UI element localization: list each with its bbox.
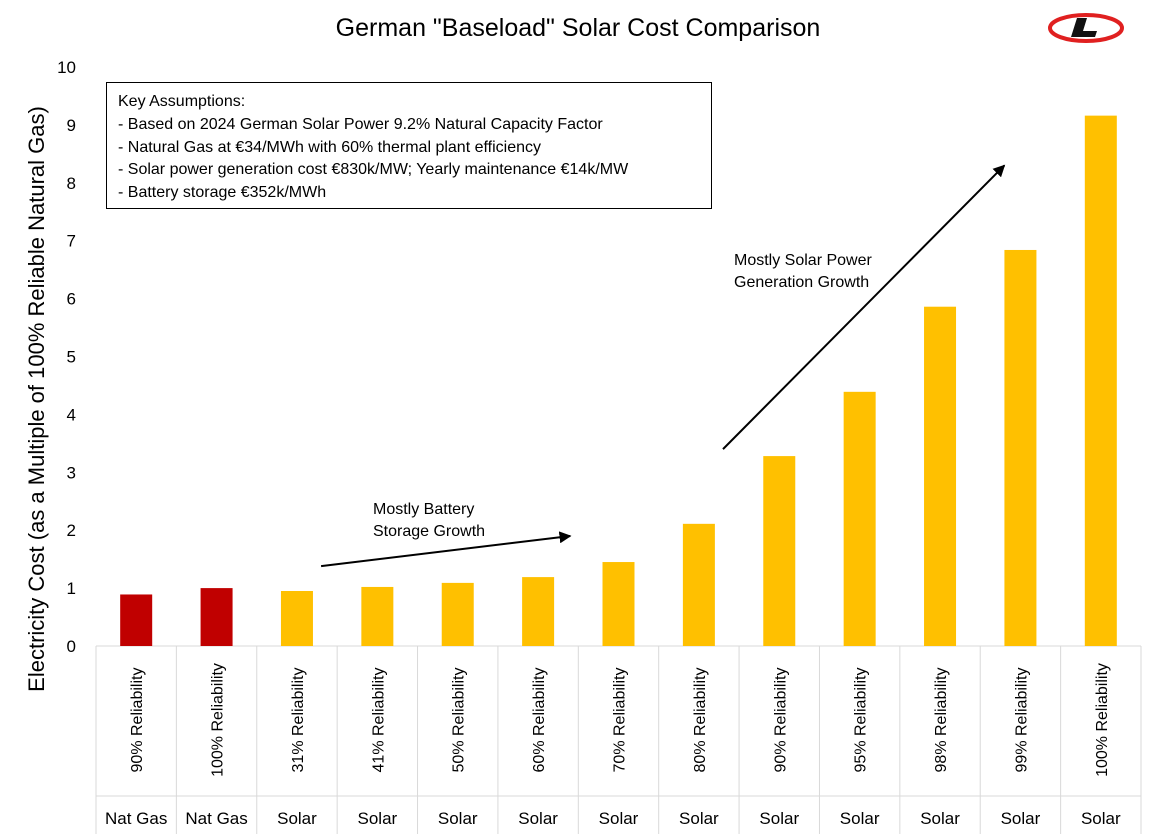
x-tick-reliability-label: 60% Reliability [531,668,548,773]
x-tick-source-label: Solar [358,809,398,828]
annotation-text: Mostly Battery [373,501,474,518]
y-tick-label: 5 [67,348,76,367]
x-tick-source-label: Solar [920,809,960,828]
bar [1084,115,1117,647]
bar [1004,249,1037,647]
x-tick-source-label: Solar [518,809,558,828]
x-axis-labels: 90% Reliability Nat Gas 100% Reliability Na… [105,663,1121,828]
assumptions-heading: Key Assumptions: [118,93,246,110]
bar [441,582,474,646]
x-tick-reliability-label: 98% Reliability [933,668,950,773]
x-tick-reliability-label: 95% Reliability [853,668,870,773]
y-tick-label: 10 [57,58,76,77]
y-tick-label: 6 [67,290,76,309]
x-tick-reliability-label: 90% Reliability [129,668,146,773]
y-tick-label: 7 [67,232,76,251]
bar [120,594,153,646]
bars [120,115,1117,647]
x-tick-reliability-label: 90% Reliability [772,668,789,773]
x-tick-source-label: Solar [1001,809,1041,828]
bar [361,586,394,646]
chart-title: German "Baseload" Solar Cost Comparison [336,14,821,42]
x-tick-source-label: Solar [1081,809,1121,828]
y-tick-label: 3 [67,463,76,482]
assumption-item: - Battery storage €352k/MWh [118,184,327,202]
annotations: Mostly Battery Storage Growth Mostly Solar… [320,164,1006,568]
bar [522,577,555,646]
x-tick-reliability-label: 70% Reliability [612,668,629,773]
annotation-text: Mostly Solar Power [734,252,872,269]
x-tick-source-label: Nat Gas [185,809,247,828]
x-tick-source-label: Solar [599,809,639,828]
x-tick-source-label: Solar [840,809,880,828]
y-tick-label: 2 [67,521,76,540]
x-tick-source-label: Solar [277,809,317,828]
y-axis-ticks: 0 1 2 3 4 5 6 7 8 9 10 [57,58,76,656]
x-tick-reliability-label: 31% Reliability [290,668,307,773]
bar [843,391,876,646]
x-tick-reliability-label: 80% Reliability [692,668,709,773]
category-grid [95,645,1142,834]
bar [763,456,796,646]
y-tick-label: 1 [67,579,76,598]
x-tick-reliability-label: 100% Reliability [210,663,227,777]
bar [924,306,957,646]
assumption-item: - Based on 2024 German Solar Power 9.2% … [118,115,603,133]
x-tick-reliability-label: 99% Reliability [1013,668,1030,773]
x-tick-source-label: Nat Gas [105,809,167,828]
y-tick-label: 4 [67,405,76,424]
x-tick-reliability-label: 50% Reliability [451,668,468,773]
x-tick-reliability-label: 100% Reliability [1094,663,1111,777]
bar [280,590,313,646]
annotation-text: Generation Growth [734,274,869,291]
key-assumptions-box: Key Assumptions: - Based on 2024 German … [106,82,712,209]
x-tick-source-label: Solar [438,809,478,828]
bar [200,588,233,646]
bar [682,523,715,646]
x-tick-source-label: Solar [679,809,719,828]
l-logo-icon [1048,13,1124,43]
y-axis-label: Electricity Cost (as a Multiple of 100% … [24,106,49,692]
y-tick-label: 9 [67,116,76,135]
y-tick-label: 8 [67,174,76,193]
assumption-item: - Natural Gas at €34/MWh with 60% therma… [118,138,541,156]
y-tick-label: 0 [67,637,76,656]
annotation-arrow [722,164,1006,450]
annotation-text: Storage Growth [373,523,485,540]
annotation-arrow [320,531,572,568]
assumption-item: - Solar power generation cost €830k/MW; … [118,161,629,179]
bar [602,562,635,646]
x-tick-source-label: Solar [759,809,799,828]
x-tick-reliability-label: 41% Reliability [370,668,387,773]
